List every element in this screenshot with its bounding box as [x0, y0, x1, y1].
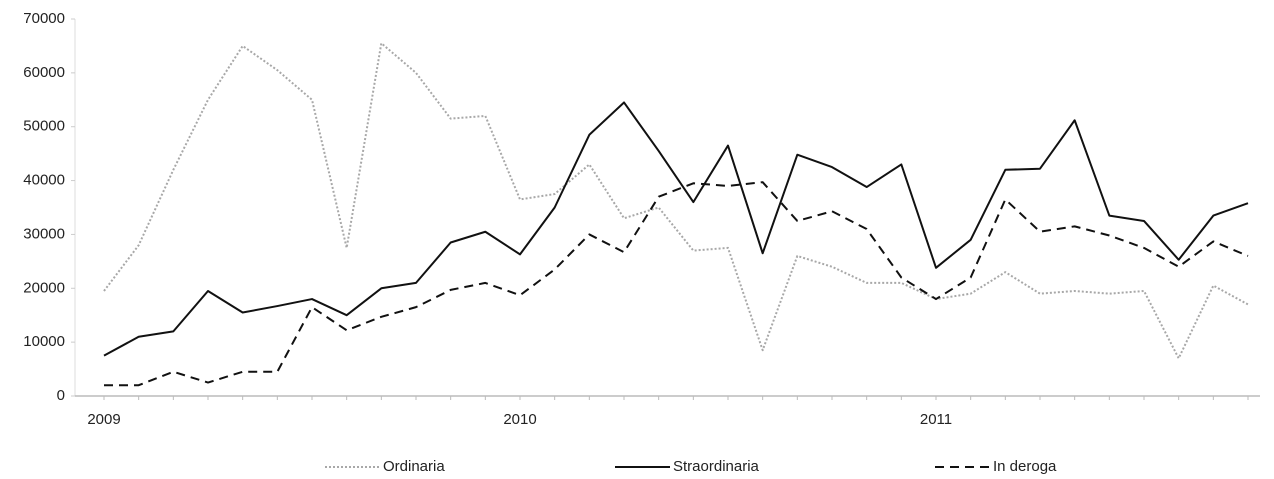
y-tick-label: 50000 [23, 118, 65, 135]
x-tick-label: 2010 [503, 411, 536, 428]
y-tick-label: 10000 [23, 333, 65, 350]
legend-label: In deroga [993, 458, 1057, 475]
x-tick-label: 2011 [920, 411, 952, 428]
y-tick-label: 60000 [23, 64, 65, 81]
y-tick-label: 40000 [23, 172, 65, 189]
series-line [104, 181, 1249, 387]
x-tick-label: 2009 [87, 411, 120, 428]
series-line [103, 42, 1249, 360]
y-tick-label: 0 [57, 387, 65, 404]
y-tick-label: 20000 [23, 279, 65, 296]
legend-label: Straordinaria [673, 458, 760, 475]
y-tick-label: 70000 [23, 10, 65, 27]
legend-label: Ordinaria [383, 458, 445, 475]
y-tick-label: 30000 [23, 225, 65, 242]
series-line [103, 101, 1249, 357]
